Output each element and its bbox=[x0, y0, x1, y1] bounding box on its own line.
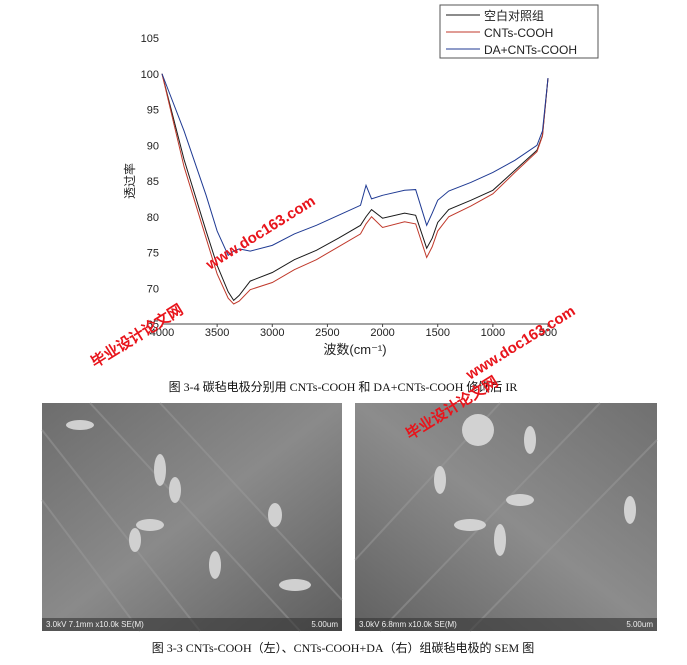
sem-scale: 5.00um bbox=[311, 620, 338, 629]
sem-left: 3.0kV 7.1mm x10.0k SE(M) 5.00um bbox=[41, 402, 343, 632]
sem-info: 3.0kV 6.8mm x10.0k SE(M) bbox=[359, 620, 457, 629]
y-tick-label: 80 bbox=[147, 212, 159, 224]
y-tick-label: 65 bbox=[147, 319, 159, 331]
sem-scale: 5.00um bbox=[626, 620, 653, 629]
line bbox=[161, 73, 549, 257]
x-tick-label: 3500 bbox=[205, 327, 229, 339]
sem-image bbox=[42, 403, 342, 631]
x-tick-label: 2000 bbox=[370, 327, 394, 339]
line bbox=[161, 73, 549, 302]
legend-label: CNTs-COOH bbox=[484, 26, 553, 40]
caption: 图 3-4 碳毡电极分别用 CNTs-COOH 和 DA+CNTs-COOH 修… bbox=[169, 379, 518, 394]
bacteria bbox=[434, 414, 636, 556]
x-tick-label: 1000 bbox=[481, 327, 505, 339]
y-tick-label: 90 bbox=[147, 140, 159, 152]
x-tick-label: 1500 bbox=[425, 327, 449, 339]
x-axis-title: 波数(cm⁻¹) bbox=[323, 342, 386, 357]
line bbox=[161, 73, 549, 305]
y-axis-title: 透过率 bbox=[122, 163, 137, 199]
y-tick-label: 105 bbox=[141, 33, 159, 45]
y-tick-label: 85 bbox=[147, 176, 159, 188]
watermark: www.doc163.com bbox=[462, 303, 578, 384]
bacteria bbox=[66, 420, 311, 591]
legend-label: DA+CNTs-COOH bbox=[484, 43, 577, 57]
legend-label: 空白对照组 bbox=[484, 8, 544, 23]
sem-right: 3.0kV 6.8mm x10.0k SE(M) 5.00um bbox=[354, 402, 658, 632]
y-tick-label: 75 bbox=[147, 248, 159, 260]
sem-info: 3.0kV 7.1mm x10.0k SE(M) bbox=[46, 620, 144, 629]
x-tick-label: 3000 bbox=[260, 327, 284, 339]
y-tick-label: 70 bbox=[147, 283, 159, 295]
sem-caption: 图 3-3 CNTs-COOH（左）、CNTs-COOH+DA（右）组碳毡电极的… bbox=[152, 640, 534, 655]
x-tick-label: 4000 bbox=[150, 327, 174, 339]
sem-image bbox=[355, 403, 657, 631]
texture bbox=[41, 402, 343, 632]
ir-chart: 65 70 75 80 85 90 95 100 105 4000 3500 3000 2500 2000… bbox=[122, 4, 599, 357]
y-tick-label: 95 bbox=[147, 105, 159, 117]
x-tick-label: 500 bbox=[539, 327, 557, 339]
y-tick-label: 100 bbox=[141, 69, 159, 81]
x-tick-label: 2500 bbox=[315, 327, 339, 339]
watermark: www.doc163.com bbox=[202, 193, 318, 274]
